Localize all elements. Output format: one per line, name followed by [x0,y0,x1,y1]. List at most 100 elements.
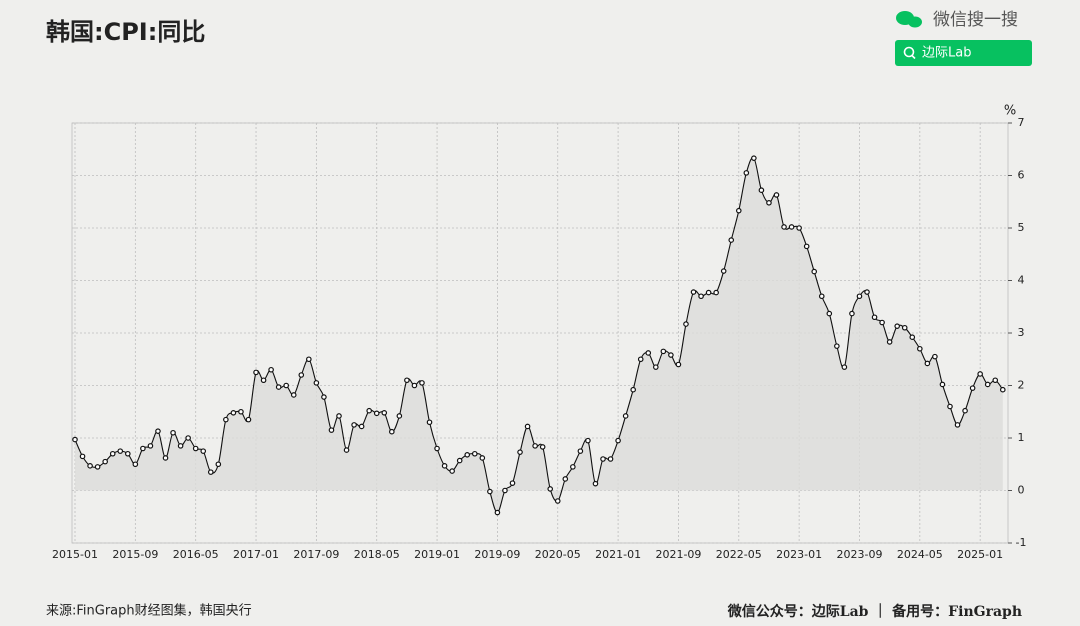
point [713,289,719,296]
point [109,450,116,457]
point [796,225,802,231]
point [487,488,493,495]
point [683,321,689,327]
point [539,444,546,450]
point [290,392,297,398]
point [268,366,274,373]
y-tick-label: 5 [1018,221,1025,234]
point [939,381,946,388]
point [924,360,931,367]
point [773,192,780,198]
point [283,382,290,389]
point [577,448,584,454]
x-tick-label: 2023-09 [836,548,882,561]
point [728,237,735,243]
point [494,509,501,516]
point [758,187,765,194]
point [803,243,810,250]
point [336,413,342,419]
point [389,428,395,435]
y-tick-label: 7 [1018,116,1025,129]
point [751,155,757,161]
point [675,361,682,368]
point [585,437,591,444]
point [343,447,350,453]
y-tick-label: 1 [1018,431,1025,444]
chart-title: 韩国:CPI:同比 [46,18,205,46]
point [932,353,938,360]
point [811,268,818,275]
search-logo [896,11,922,28]
area [75,157,1003,513]
point [140,445,146,452]
point [917,345,923,352]
point [864,289,870,295]
point [396,413,403,419]
point [351,422,357,428]
point [464,451,471,458]
point [426,419,433,426]
point [743,170,750,176]
point [162,455,169,461]
point [260,377,267,384]
y-tick-label: 0 [1018,484,1025,497]
x-tick-label: 2023-01 [776,548,822,561]
point [404,377,410,384]
y-tick-label: 2 [1018,379,1025,392]
point [185,435,191,441]
point [238,408,244,415]
point [79,453,86,460]
point [132,461,139,468]
point [849,310,855,317]
x-tick-label: 2021-09 [655,548,701,561]
point [456,457,463,464]
footer-credit: 微信公众号：边际Lab ｜ 备用号：FinGraph [727,603,1022,620]
point [879,319,885,326]
point [562,476,569,482]
point [977,371,983,377]
point [298,372,305,378]
point [230,409,237,416]
x-tick-label: 2017-01 [233,548,279,561]
point [328,427,335,433]
x-tick-label: 2015-09 [112,548,158,561]
point [509,480,516,486]
button-label[interactable]: 边际Lab [922,46,971,61]
x-tick-label: 2020-05 [535,548,581,561]
point [992,377,999,384]
point [200,448,207,454]
point [366,407,372,414]
point [901,324,908,331]
point [532,443,538,449]
x-tick-label: 2024-05 [897,548,943,561]
point [781,224,787,230]
point [358,423,365,430]
point [517,449,523,455]
x-tick-label: 2019-01 [414,548,460,561]
point [434,445,440,452]
point [381,409,388,416]
x-tick-label: 2017-09 [293,548,339,561]
point [147,443,154,449]
point [653,364,659,370]
point [547,486,554,492]
point [834,343,840,349]
point [630,386,636,393]
point [698,293,704,300]
point [826,310,833,317]
point [373,410,380,417]
point [841,364,848,370]
y-unit: % [1004,104,1016,119]
point [615,437,621,444]
point [275,384,282,390]
x-tick-label: 2019-09 [474,548,520,561]
point [645,350,652,356]
point [207,469,214,475]
point [947,403,953,410]
search-icon [911,54,916,60]
point [215,461,222,468]
search-icon [903,46,915,58]
search-button[interactable] [895,40,1032,66]
